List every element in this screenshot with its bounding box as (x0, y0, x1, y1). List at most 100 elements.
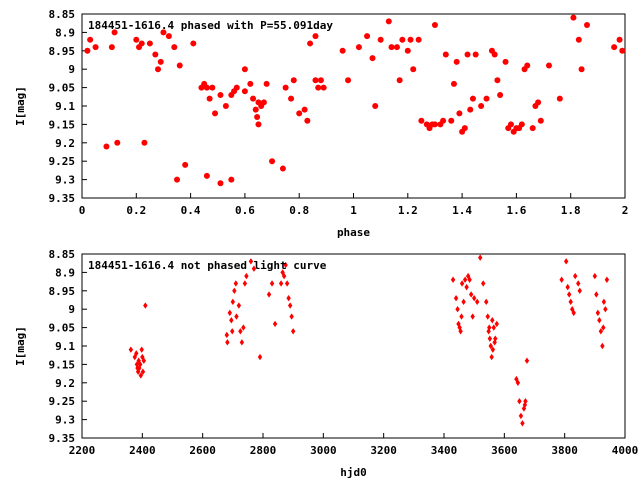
data-point (317, 77, 324, 84)
data-point (278, 280, 284, 287)
y-axis-label: I[mag] (14, 326, 27, 366)
data-point (377, 36, 384, 43)
data-point (537, 117, 544, 124)
data-point (600, 342, 605, 350)
x-tick-label: 0 (79, 204, 86, 217)
data-point (248, 258, 254, 265)
x-tick-label: 2400 (129, 444, 156, 457)
data-point (241, 88, 248, 95)
y-tick-label: 9 (68, 63, 75, 76)
data-point (474, 298, 480, 306)
data-points (84, 14, 626, 187)
data-point (209, 84, 216, 91)
data-point (241, 324, 246, 331)
x-tick-label: 1 (350, 204, 357, 217)
x-tick-label: 2600 (189, 444, 216, 457)
data-point (483, 95, 490, 102)
data-point (228, 176, 235, 183)
data-point (487, 335, 493, 342)
data-point (108, 44, 115, 51)
data-point (556, 95, 563, 102)
y-tick-label: 8.95 (49, 285, 76, 298)
data-point (372, 103, 379, 109)
x-tick-label: 1.2 (398, 204, 418, 217)
data-point (453, 294, 459, 302)
data-point (442, 51, 449, 58)
data-point (418, 117, 425, 124)
x-tick-label: 0.4 (181, 204, 201, 217)
x-tick-label: 0.8 (289, 204, 309, 217)
data-point (345, 77, 352, 84)
data-point (388, 44, 395, 51)
data-point (152, 51, 159, 58)
data-point (455, 306, 460, 313)
y-tick-label: 8.95 (49, 45, 76, 58)
data-point (225, 339, 230, 346)
data-point (471, 294, 477, 302)
data-point (576, 280, 581, 287)
y-tick-label: 9.25 (49, 395, 76, 408)
y-tick-label: 8.85 (49, 248, 76, 261)
data-point (272, 320, 278, 328)
data-point (92, 44, 99, 51)
data-point (456, 110, 463, 117)
data-point (171, 44, 178, 51)
data-point (165, 33, 172, 40)
data-point (257, 353, 263, 361)
data-point (230, 298, 236, 306)
data-point (573, 272, 578, 280)
data-point (565, 283, 570, 291)
data-point (230, 328, 235, 335)
data-point (251, 265, 257, 272)
data-point (139, 346, 144, 353)
data-point (266, 291, 272, 298)
y-tick-label: 9.35 (49, 192, 76, 205)
data-point (146, 40, 153, 47)
data-point (284, 280, 290, 287)
data-point (287, 302, 293, 309)
data-point (461, 298, 466, 306)
tick-marks (81, 253, 626, 439)
data-point (234, 313, 239, 320)
data-point (87, 36, 94, 43)
data-point (488, 342, 493, 350)
data-point (448, 117, 455, 124)
data-point (190, 40, 197, 47)
data-point (487, 324, 492, 331)
data-point (524, 62, 531, 69)
data-point (410, 66, 417, 73)
data-point (385, 18, 392, 25)
data-point (535, 99, 542, 106)
data-point (355, 44, 362, 51)
data-point (393, 44, 400, 51)
data-point (282, 84, 289, 91)
y-tick-label: 9.05 (49, 322, 76, 335)
chart-title: 184451-1616.4 not phased light curve (88, 259, 327, 272)
data-point (281, 272, 287, 280)
data-point (128, 346, 134, 353)
x-tick-label: 2800 (250, 444, 277, 457)
data-point (529, 125, 536, 132)
data-point (364, 33, 371, 40)
x-tick-label: 1.6 (506, 204, 526, 217)
data-point (312, 33, 319, 40)
data-point (252, 106, 259, 113)
data-point (217, 180, 224, 187)
data-point (143, 302, 148, 309)
x-tick-label: 3600 (491, 444, 518, 457)
data-point (485, 313, 490, 320)
unphased-light-curve-chart: 184451-1616.4 not phased light curve hjd… (14, 248, 638, 479)
data-point (502, 58, 509, 65)
data-point (227, 309, 233, 317)
data-point (415, 36, 422, 43)
y-tick-label: 9.1 (55, 340, 75, 353)
x-tick-label: 3200 (370, 444, 397, 457)
data-point (290, 328, 296, 335)
data-point (459, 313, 464, 320)
x-axis-label: hjd0 (340, 466, 367, 479)
y-tick-label: 9.2 (55, 377, 75, 390)
data-point (478, 103, 485, 109)
x-tick-label: 3000 (310, 444, 337, 457)
